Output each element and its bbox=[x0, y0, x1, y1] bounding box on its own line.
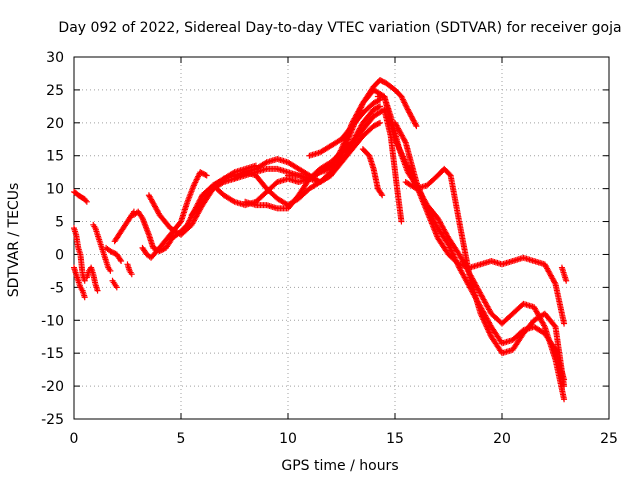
series-track-2 bbox=[71, 264, 88, 301]
y-tick-label: 25 bbox=[46, 83, 64, 99]
data-point bbox=[94, 287, 101, 294]
data-point bbox=[551, 345, 558, 352]
data-point bbox=[107, 267, 114, 274]
data-point bbox=[379, 192, 386, 199]
data-point bbox=[81, 277, 88, 284]
series-track-16 bbox=[231, 119, 384, 209]
data-point bbox=[561, 383, 568, 390]
series-track-20 bbox=[359, 146, 386, 199]
data-point bbox=[551, 322, 558, 329]
data-marks bbox=[71, 77, 570, 403]
x-tick-label: 20 bbox=[493, 431, 511, 447]
data-point bbox=[561, 320, 568, 327]
data-point bbox=[203, 172, 210, 179]
series-track-23 bbox=[392, 119, 568, 383]
series-track-24 bbox=[558, 264, 570, 284]
data-point bbox=[378, 190, 385, 197]
y-tick-label: -15 bbox=[41, 346, 64, 362]
data-point bbox=[219, 176, 226, 183]
data-point bbox=[375, 104, 382, 111]
series-track-18 bbox=[285, 86, 568, 403]
y-tick-label: 15 bbox=[46, 149, 64, 165]
data-point bbox=[413, 123, 420, 130]
series-track-17 bbox=[242, 106, 405, 225]
data-point bbox=[117, 256, 124, 263]
series-track-5 bbox=[90, 221, 114, 274]
x-tick-label: 25 bbox=[600, 431, 618, 447]
y-tick-label: -5 bbox=[50, 280, 64, 296]
y-tick-label: 5 bbox=[55, 215, 64, 231]
x-tick-label: 5 bbox=[177, 431, 186, 447]
y-tick-label: -20 bbox=[41, 379, 64, 395]
series-track-19 bbox=[306, 96, 384, 159]
series-track-9 bbox=[124, 261, 135, 278]
y-tick-label: -25 bbox=[41, 412, 64, 428]
chart-title: Day 092 of 2022, Sidereal Day-to-day VTE… bbox=[58, 20, 621, 36]
data-point bbox=[561, 376, 568, 383]
y-tick-label: 20 bbox=[46, 116, 64, 132]
data-point bbox=[113, 284, 120, 291]
data-point bbox=[83, 198, 90, 205]
grid bbox=[74, 57, 609, 419]
data-point bbox=[375, 97, 382, 104]
data-point bbox=[375, 120, 382, 127]
data-point bbox=[262, 160, 269, 167]
data-point bbox=[446, 171, 453, 178]
data-point bbox=[377, 103, 384, 110]
y-tick-label: 30 bbox=[46, 50, 64, 66]
data-point bbox=[81, 294, 88, 301]
y-axis-label: SDTVAR / TECUs bbox=[6, 183, 22, 298]
y-tick-label: 0 bbox=[55, 247, 64, 263]
series-track-1 bbox=[71, 188, 90, 205]
data-point bbox=[118, 258, 125, 265]
series-track-3 bbox=[71, 225, 88, 284]
y-tick-label: 10 bbox=[46, 182, 64, 198]
data-point bbox=[230, 197, 237, 204]
series-track-4 bbox=[83, 264, 101, 294]
data-point bbox=[377, 119, 384, 126]
x-tick-label: 10 bbox=[279, 431, 297, 447]
data-point bbox=[561, 396, 568, 403]
plot-frame bbox=[73, 56, 610, 420]
series-track-7 bbox=[109, 277, 120, 291]
series-track-6 bbox=[103, 244, 125, 265]
y-tick-label: -10 bbox=[41, 313, 64, 329]
x-tick-label: 0 bbox=[70, 431, 79, 447]
x-axis-ticks: 0 5 10 15 20 25 bbox=[70, 57, 618, 447]
series-track-22 bbox=[402, 165, 568, 390]
data-point bbox=[315, 170, 322, 177]
data-point bbox=[412, 121, 419, 128]
data-point bbox=[202, 171, 209, 178]
x-axis-label: GPS time / hours bbox=[281, 458, 398, 474]
y-axis-ticks: -25 -20 -15 -10 -5 0 5 10 15 20 25 30 bbox=[41, 50, 609, 428]
data-point bbox=[128, 271, 135, 278]
x-tick-label: 15 bbox=[386, 431, 404, 447]
data-point bbox=[563, 277, 570, 284]
data-point bbox=[398, 218, 405, 225]
data-point bbox=[82, 197, 89, 204]
